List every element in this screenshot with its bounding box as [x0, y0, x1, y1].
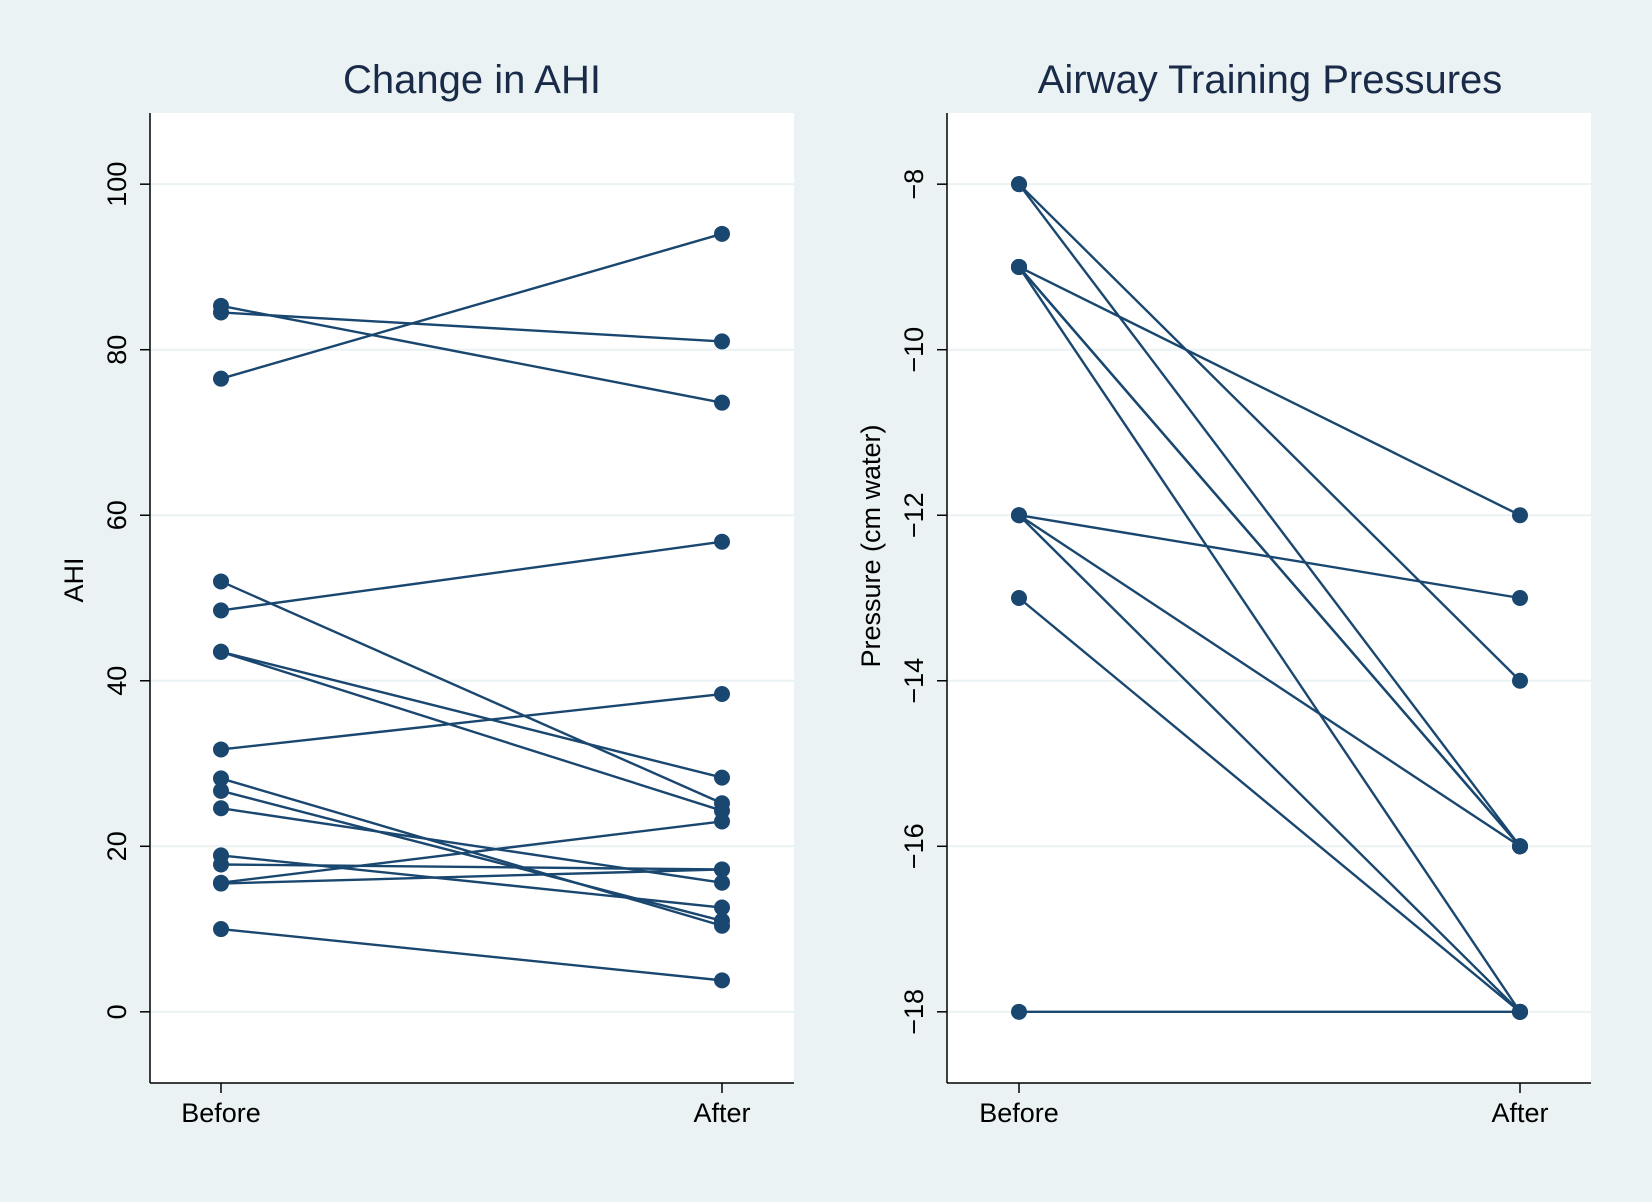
pair-line	[1018, 514, 1521, 848]
point-before	[213, 800, 229, 817]
point-before	[213, 741, 229, 758]
point-after	[714, 533, 730, 550]
pair-line	[220, 692, 723, 751]
point-before	[213, 602, 229, 619]
pair-line	[220, 868, 723, 885]
point-before	[213, 573, 229, 590]
point-after	[714, 686, 730, 703]
point-before	[1011, 176, 1027, 193]
pair-line	[1018, 265, 1521, 517]
pair-line	[220, 807, 723, 884]
pair-line	[220, 650, 723, 779]
y-tick-label: 20	[102, 831, 132, 861]
plot-area	[947, 113, 1591, 1083]
chart-title: Change in AHI	[343, 58, 601, 102]
plot-area	[150, 113, 794, 1083]
point-before	[213, 370, 229, 387]
chart-title: Airway Training Pressures	[1038, 58, 1503, 102]
point-before	[1011, 258, 1027, 275]
point-after	[1512, 1003, 1528, 1020]
y-tick-label: 40	[102, 666, 132, 696]
point-after	[714, 769, 730, 786]
y-tick-label: −10	[899, 327, 929, 373]
y-tick-label: −8	[899, 169, 929, 200]
pair-line	[220, 304, 723, 404]
point-after	[714, 874, 730, 891]
point-after	[714, 861, 730, 878]
point-before	[213, 297, 229, 314]
point-after	[714, 394, 730, 411]
pair-line	[1018, 514, 1521, 600]
point-after	[1512, 507, 1528, 524]
y-axis-label: Pressure (cm water)	[856, 424, 886, 667]
pair-line	[1018, 183, 1521, 848]
point-after	[714, 333, 730, 350]
x-tick-label: After	[693, 1098, 750, 1128]
y-tick-label: −12	[899, 492, 929, 538]
point-before	[213, 875, 229, 892]
point-after	[714, 972, 730, 989]
pair-line	[1018, 266, 1521, 1013]
y-tick-label: 0	[102, 1004, 132, 1019]
pair-line	[220, 854, 723, 909]
pair-line	[220, 927, 723, 982]
pair-line	[220, 540, 723, 612]
y-tick-label: 100	[102, 162, 132, 207]
point-before	[213, 921, 229, 938]
y-tick-label: −18	[899, 989, 929, 1035]
y-tick-label: −16	[899, 823, 929, 869]
point-after	[1512, 590, 1528, 606]
y-tick-label: −14	[899, 658, 929, 704]
chart-change-in-ahi: 0 20 40 60 80 100 Before After AHI Change in AHI	[59, 58, 794, 1128]
y-tick-label: 80	[102, 335, 132, 365]
chart-airway-training-pressures: −8 −10 −12 −14 −16 −18 Before After Pressure (cm…	[856, 58, 1591, 1128]
pair-line	[1018, 597, 1521, 1013]
pair-line	[220, 777, 723, 927]
point-after	[714, 899, 730, 916]
point-before	[213, 643, 229, 660]
point-before	[1011, 1003, 1027, 1020]
pair-line	[220, 580, 723, 805]
pair-line	[220, 863, 723, 871]
point-before	[213, 770, 229, 787]
point-after	[714, 912, 730, 929]
point-before	[1011, 590, 1027, 606]
y-axis-label: AHI	[59, 557, 89, 602]
point-before	[1011, 507, 1027, 524]
pair-line	[1018, 514, 1521, 1013]
point-before	[213, 782, 229, 799]
pair-line	[1018, 183, 1521, 682]
x-tick-label: Before	[979, 1098, 1059, 1128]
point-before	[213, 856, 229, 873]
pair-line	[220, 311, 723, 343]
x-tick-label: After	[1491, 1098, 1548, 1128]
point-after	[714, 813, 730, 830]
point-after	[714, 225, 730, 242]
pair-line	[220, 232, 723, 380]
y-tick-label: 60	[102, 500, 132, 530]
x-tick-label: Before	[181, 1098, 261, 1128]
pair-line	[220, 650, 723, 812]
point-after	[1512, 672, 1528, 689]
point-after	[1512, 838, 1528, 855]
